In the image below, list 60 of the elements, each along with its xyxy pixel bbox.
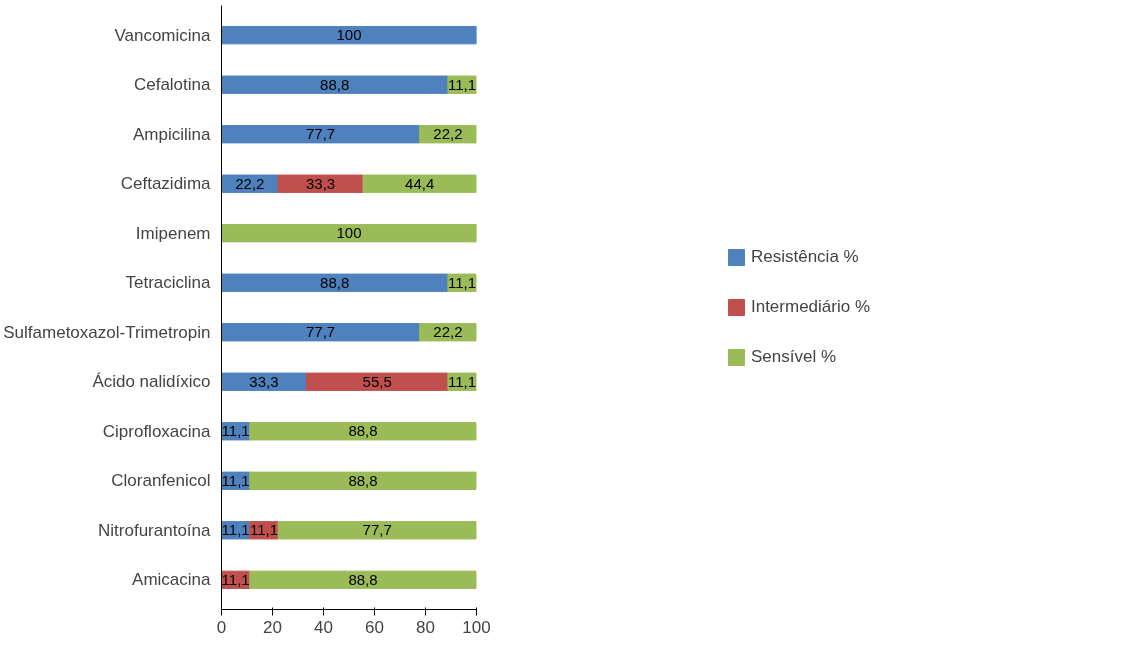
data-label: 77,7 <box>305 323 336 341</box>
x-tick-label: 80 <box>416 617 435 637</box>
bar <box>221 372 307 391</box>
data-label: 88,8 <box>348 422 378 440</box>
data-label: 77,7 <box>362 521 392 539</box>
y-tick-label: Tetraciclina <box>125 273 212 293</box>
x-tick-label: 20 <box>263 617 282 637</box>
data-label: 33,3 <box>305 174 336 192</box>
legend-label: Resistência % <box>750 247 859 267</box>
data-label: 11,1 <box>221 422 250 440</box>
bar <box>249 471 477 490</box>
data-label: 77,7 <box>305 125 336 143</box>
bar <box>221 26 477 45</box>
data-label: 11,1 <box>448 372 477 390</box>
bar <box>249 570 477 589</box>
data-label: 11,1 <box>448 273 477 291</box>
data-label: 44,4 <box>405 174 435 192</box>
data-label: 100 <box>336 224 362 242</box>
bar <box>221 273 449 292</box>
data-label: 55,5 <box>362 372 392 390</box>
data-label: 88,8 <box>320 75 350 93</box>
data-label: 22,2 <box>433 125 463 143</box>
y-tick-label: Cefalotina <box>133 75 212 95</box>
data-label: 22,2 <box>235 174 265 192</box>
y-tick-label: Sulfametoxazol-Trimetropin <box>3 322 211 342</box>
x-tick-label: 40 <box>314 617 333 637</box>
y-tick-label: Vancomicina <box>114 25 212 45</box>
x-tick-label: 100 <box>462 617 491 637</box>
legend-label: Sensível % <box>750 347 837 367</box>
x-tick-label: 60 <box>365 617 384 637</box>
data-label: 88,8 <box>348 570 378 588</box>
y-tick-label: Ceftazidima <box>120 174 212 194</box>
data-label: 11,1 <box>221 471 250 489</box>
bar <box>221 224 477 243</box>
data-label: 11,1 <box>221 570 250 588</box>
y-tick-label: Ácido nalidíxico <box>92 372 211 392</box>
bar <box>249 422 477 441</box>
y-tick-label: Ampicilina <box>133 124 212 144</box>
y-tick-label: Cloranfenicol <box>111 471 211 491</box>
data-label: 11,1 <box>448 75 477 93</box>
data-label: 33,3 <box>249 372 279 390</box>
bar <box>362 174 477 193</box>
y-tick-label: Ciprofloxacina <box>102 421 212 441</box>
y-tick-label: Nitrofurantoína <box>98 520 212 540</box>
bar <box>221 75 449 94</box>
data-label: 11,1 <box>221 521 250 539</box>
data-label: 88,8 <box>320 273 350 291</box>
x-tick-label: 0 <box>216 617 227 637</box>
bar <box>221 125 421 144</box>
data-label: 88,8 <box>348 471 378 489</box>
bar <box>221 323 421 342</box>
data-label: 11,1 <box>249 521 279 539</box>
y-tick-label: Amicacina <box>132 570 212 590</box>
data-label: 22,2 <box>433 323 463 341</box>
data-label: 100 <box>336 26 362 44</box>
y-tick-label: Imipenem <box>135 223 211 243</box>
bar <box>305 372 449 391</box>
legend-label: Intermediário % <box>750 297 871 317</box>
bar <box>277 521 477 540</box>
bar <box>277 174 364 193</box>
